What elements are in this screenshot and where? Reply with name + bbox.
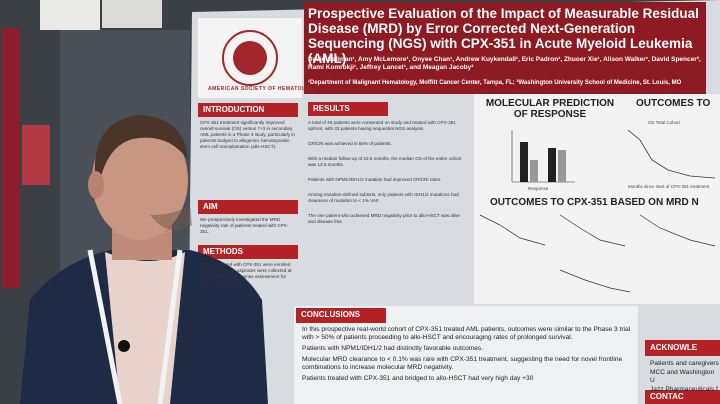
bar: [530, 160, 538, 182]
section-header: [308, 102, 388, 116]
figure-label: Months since start of CPX-351 treatment: [628, 184, 710, 189]
result-item: A total of 49 patients were consented on…: [308, 120, 456, 131]
section-text: We prospectively investigated the MRD ne…: [200, 217, 289, 234]
result-item: Patients with NPM1/IDH1/2 mutation had i…: [308, 177, 442, 182]
logo-ring: [222, 30, 278, 86]
red-strip: [2, 28, 20, 288]
figure-title: OUTCOMES TO CPX-351 BASED ON MRD N: [490, 197, 699, 208]
survival-curve: [559, 269, 631, 293]
bar: [520, 142, 528, 182]
conclusions-list: In this prospective real-world cohort of…: [302, 326, 632, 404]
poster-title: Prospective Evaluation of the Impact of …: [308, 6, 699, 66]
hair: [94, 115, 188, 180]
section-header: [198, 200, 298, 214]
section-title: AIM: [203, 202, 218, 211]
survival-curve: [479, 214, 546, 246]
section-title: CONCLUSIONS: [301, 310, 361, 319]
section-header: [645, 390, 720, 404]
title-banner: [304, 2, 706, 94]
society: AMERICAN SOCIETY OF HEMATOLOGY: [208, 86, 319, 92]
section-text: Patients treated with CPX-351 were enrol…: [200, 262, 292, 285]
survival-curve: [627, 129, 716, 179]
logo: [233, 41, 267, 75]
red-sign: [22, 125, 50, 185]
acknowledgements-list: Patients and caregivers MCC and Washingto…: [650, 360, 720, 395]
section-title: METHODS: [203, 247, 243, 256]
result-item: The one patient who achieved MRD negativ…: [308, 213, 460, 224]
board: [102, 0, 162, 28]
authors: David Sallman¹, Amy McLemore¹, Onyee Cha…: [308, 56, 701, 71]
microphone: [118, 340, 130, 352]
conclusion-item: Patients with NPM1/IDH1/2 had distinctly…: [302, 345, 484, 352]
section-title: RESULTS: [313, 104, 350, 113]
bar: [548, 148, 556, 182]
survival-curve: [559, 214, 626, 247]
figure-label: Response: [528, 186, 549, 191]
acknowledgement-item: Patients and caregivers: [650, 360, 719, 367]
results-list: A total of 49 patients were consented on…: [308, 120, 468, 234]
figure-label: OS Total Cohort: [648, 120, 680, 125]
conclusion-item: In this prospective real-world cohort of…: [302, 326, 631, 341]
survival-curve: [639, 214, 716, 247]
section-header: [645, 340, 720, 356]
ear: [88, 171, 104, 199]
conclusion-item: Molecular MRD clearance to < 0.1% was ra…: [302, 356, 623, 371]
board: [40, 0, 100, 30]
section-title: ACKNOWLE: [650, 343, 698, 352]
section-title: INTRODUCTION: [203, 105, 265, 114]
beard: [150, 205, 192, 231]
section-title: CONTAC: [650, 392, 684, 401]
conclusion-item: Patients treated with CPX-351 and bridge…: [302, 375, 534, 382]
result-item: CR/CRi was achieved in 55% of patients.: [308, 141, 392, 146]
section-header: [198, 103, 298, 117]
result-item: Among mutation-defined subsets, only pat…: [308, 192, 459, 203]
section-text: CPX-351 treatment significantly improved…: [200, 120, 295, 149]
acknowledgement-item: MCC and Washington U: [650, 369, 715, 384]
result-item: With a median follow-up of 22.5 months, …: [308, 156, 462, 167]
acknowledgement-item: Jazz Pharmaceuticals f: [650, 386, 718, 393]
lanyard: [87, 249, 183, 404]
affiliations: ¹Department of Malignant Hematology, Mof…: [308, 80, 682, 86]
bar: [558, 150, 566, 182]
head: [92, 120, 188, 240]
section-header: [198, 245, 298, 259]
section-header: [296, 308, 386, 323]
figure-panel: [474, 94, 720, 304]
figure-title: MOLECULAR PREDICTION OF RESPONSE: [485, 98, 615, 120]
figure-title: OUTCOMES TO: [636, 98, 711, 109]
